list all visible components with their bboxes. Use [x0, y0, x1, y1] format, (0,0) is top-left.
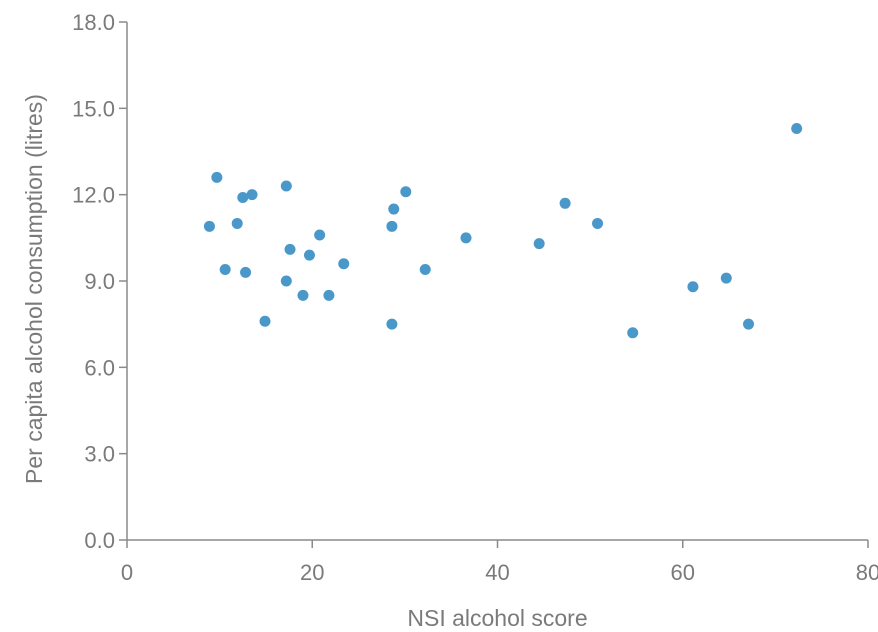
data-point — [297, 289, 309, 301]
data-point — [627, 327, 639, 339]
y-tick-label: 15.0 — [72, 96, 115, 121]
data-point — [303, 249, 315, 261]
data-point — [314, 229, 326, 241]
data-point — [203, 220, 215, 232]
data-point — [460, 232, 472, 244]
data-points — [203, 122, 803, 339]
x-tick-label: 40 — [485, 560, 509, 585]
data-point — [559, 197, 571, 209]
x-axis-ticks: 0 20 40 60 80 — [121, 540, 878, 585]
data-point — [386, 220, 398, 232]
data-point — [323, 289, 335, 301]
data-point — [743, 318, 755, 330]
data-point — [533, 238, 545, 250]
y-tick-label: 9.0 — [84, 269, 115, 294]
data-point — [280, 275, 292, 287]
data-point — [211, 171, 223, 183]
data-point — [791, 122, 803, 134]
data-point — [388, 203, 400, 215]
data-point — [419, 263, 431, 275]
y-tick-label: 6.0 — [84, 355, 115, 380]
y-tick-label: 0.0 — [84, 528, 115, 553]
x-axis-title: NSI alcohol score — [407, 605, 587, 631]
data-point — [592, 217, 604, 229]
x-tick-label: 80 — [856, 560, 878, 585]
data-point — [386, 318, 398, 330]
x-tick-label: 60 — [671, 560, 695, 585]
data-point — [720, 272, 732, 284]
data-point — [687, 281, 699, 293]
data-point — [219, 263, 231, 275]
x-tick-label: 20 — [300, 560, 324, 585]
y-tick-label: 3.0 — [84, 442, 115, 467]
y-axis-title: Per capita alcohol consumption (litres) — [21, 94, 47, 484]
data-point — [400, 186, 412, 198]
data-point — [280, 180, 292, 192]
data-point — [240, 266, 252, 278]
data-point — [338, 258, 350, 270]
y-axis-ticks: 0.0 3.0 6.0 9.0 12.0 15.0 18.0 — [72, 10, 127, 553]
y-tick-label: 12.0 — [72, 183, 115, 208]
x-tick-label: 0 — [121, 560, 133, 585]
data-point — [259, 315, 271, 327]
data-point — [231, 217, 243, 229]
data-point — [284, 243, 296, 255]
data-point — [237, 192, 249, 204]
data-point — [246, 189, 258, 201]
y-tick-label: 18.0 — [72, 10, 115, 35]
